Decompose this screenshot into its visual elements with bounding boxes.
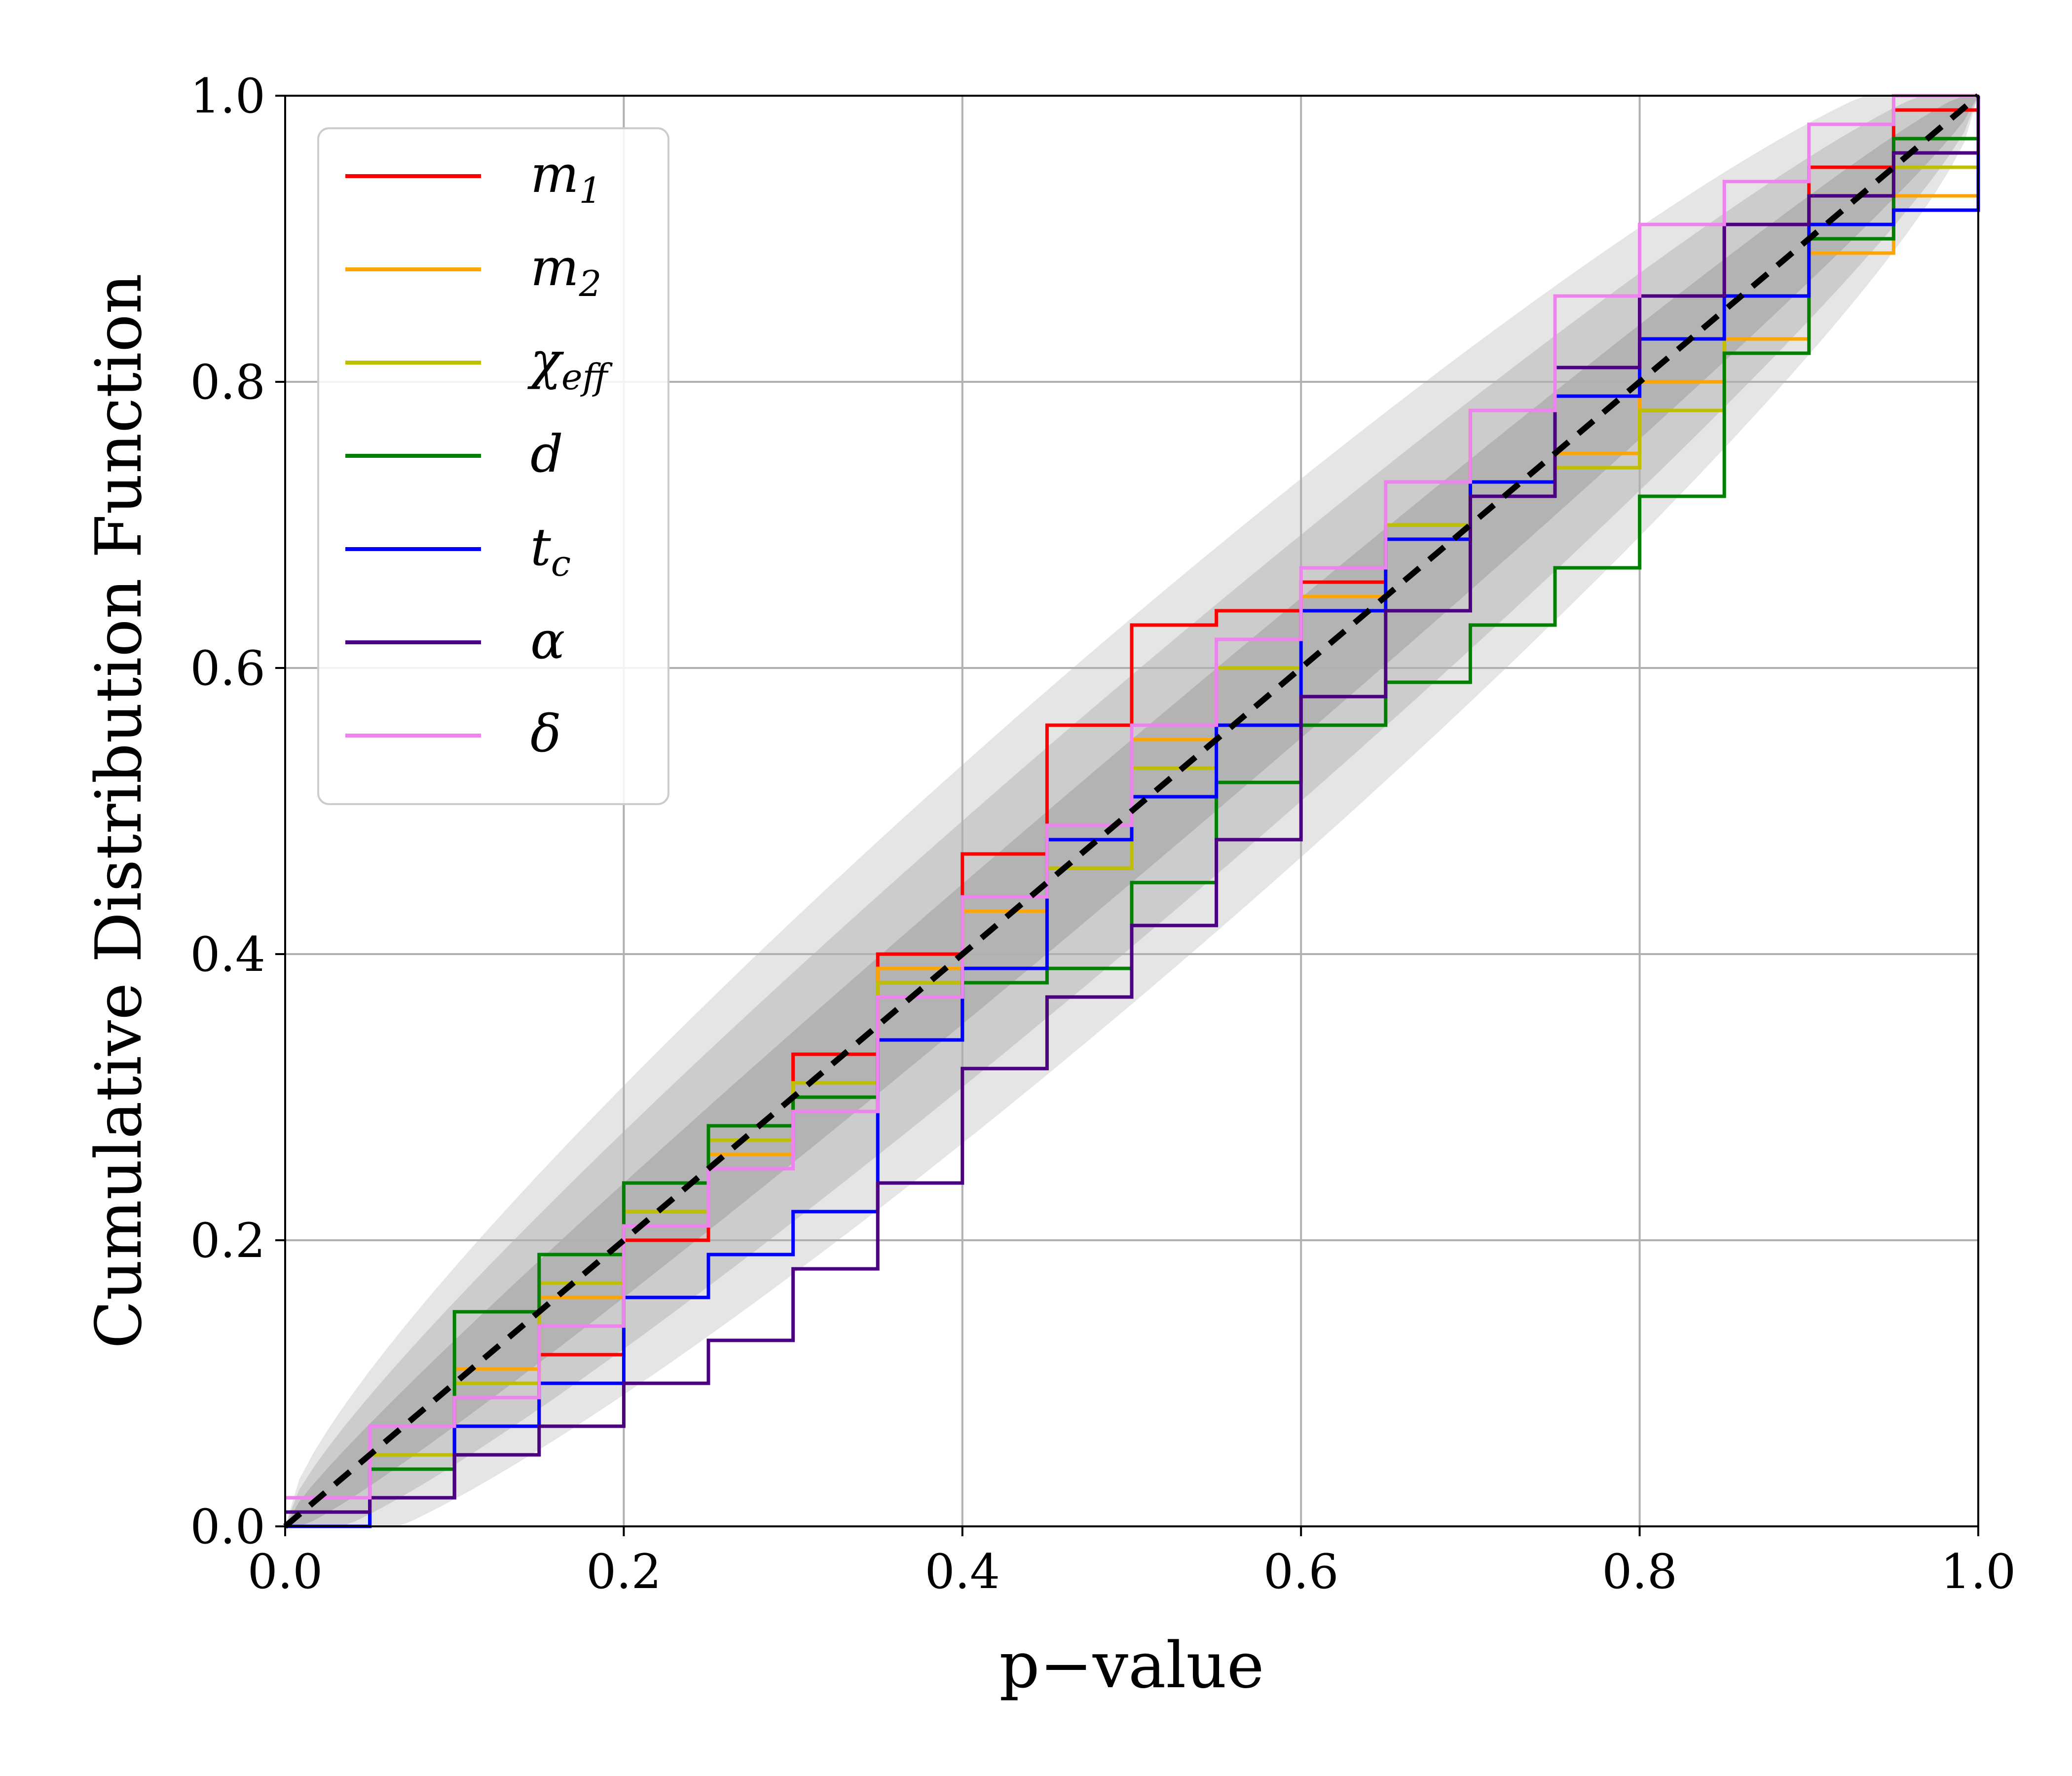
y-axis-ticks: 0.0 0.2 0.4 0.6 0.8 1.0 bbox=[190, 69, 285, 1554]
legend-label: d bbox=[530, 424, 563, 484]
legend-label-main: d bbox=[530, 424, 563, 484]
reference-diagonal-line bbox=[283, 93, 1980, 1529]
x-tick-label: 0.8 bbox=[1602, 1544, 1677, 1599]
legend-label: α bbox=[530, 610, 565, 670]
y-axis-title: Cumulative Distribution Function bbox=[82, 273, 156, 1349]
legend-label-main: δ bbox=[530, 703, 561, 764]
x-tick-label: 0.0 bbox=[248, 1544, 323, 1599]
y-tick-label: 0.0 bbox=[190, 1499, 265, 1554]
legend-label-subscript: 1 bbox=[579, 170, 602, 211]
legend-label-subscript: c bbox=[551, 543, 571, 584]
x-tick-label: 0.2 bbox=[586, 1544, 662, 1599]
legend-label-main: α bbox=[530, 610, 565, 670]
series-line-6 bbox=[285, 96, 1980, 1514]
legend-box bbox=[317, 127, 669, 805]
legend-label-main: m bbox=[530, 144, 579, 204]
y-tick-label: 0.6 bbox=[190, 641, 265, 696]
x-axis-title: p−value bbox=[999, 1629, 1264, 1702]
legend-label: χeff bbox=[527, 331, 613, 398]
series-lines bbox=[285, 94, 1980, 1528]
legend-label-main: χ bbox=[527, 331, 564, 391]
series-line-4 bbox=[285, 96, 1980, 1528]
legend-label: δ bbox=[530, 703, 561, 764]
legend-label-subscript: 2 bbox=[579, 263, 602, 304]
legend-label: m1 bbox=[530, 144, 601, 211]
y-tick-label: 0.4 bbox=[190, 927, 265, 982]
legend-label-main: m bbox=[530, 237, 579, 297]
legend-label: m2 bbox=[530, 237, 601, 304]
plot-frame bbox=[284, 95, 1979, 1527]
y-tick-label: 0.8 bbox=[190, 355, 265, 410]
legend-label-main: t bbox=[530, 517, 551, 577]
legend-label-subscript: eff bbox=[561, 356, 613, 398]
y-tick-label: 0.2 bbox=[190, 1213, 265, 1268]
series-line-7 bbox=[285, 94, 1978, 1500]
legend-label: tc bbox=[530, 517, 571, 584]
x-tick-label: 1.0 bbox=[1941, 1544, 2016, 1599]
x-tick-label: 0.6 bbox=[1263, 1544, 1339, 1599]
y-tick-label: 1.0 bbox=[190, 69, 265, 124]
reference-line-group bbox=[283, 93, 1980, 1529]
x-tick-label: 0.4 bbox=[925, 1544, 1000, 1599]
x-axis-ticks: 0.0 0.2 0.4 0.6 0.8 1.0 bbox=[248, 1526, 2016, 1599]
